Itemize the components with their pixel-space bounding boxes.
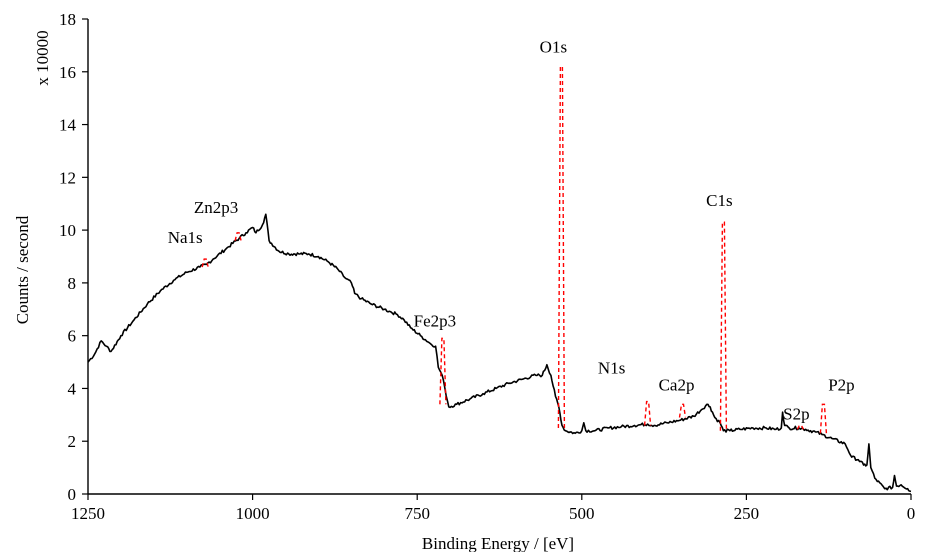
peak-marker-p2p xyxy=(819,403,828,434)
y-tick-label: 16 xyxy=(59,63,76,82)
peak-marker-ca2p xyxy=(678,403,687,418)
y-tick-label: 12 xyxy=(59,168,76,187)
x-tick-label: 0 xyxy=(907,504,916,523)
peak-label-c1s: C1s xyxy=(706,191,732,210)
x-ticks: 1250 1000 750 500 250 0 xyxy=(71,494,915,523)
peak-marker-o1s xyxy=(557,65,566,429)
peak-label-o1s: O1s xyxy=(540,38,567,57)
peak-marker-c1s xyxy=(719,221,728,431)
peak-markers: Na1s Zn2p3 Fe2p3 O1s N1s Ca2p C1s S2p P2p xyxy=(168,38,855,434)
peak-label-na1s: Na1s xyxy=(168,228,203,247)
y-tick-label: 10 xyxy=(59,221,76,240)
y-tick-label: 0 xyxy=(68,485,77,504)
y-tick-label: 2 xyxy=(68,432,77,451)
peak-label-n1s: N1s xyxy=(598,359,625,378)
spectrum-series xyxy=(87,213,912,493)
peak-label-fe2p3: Fe2p3 xyxy=(414,311,457,330)
spectrum-line xyxy=(87,213,912,493)
x-axis-title: Binding Energy / [eV] xyxy=(422,534,574,552)
peak-marker-n1s xyxy=(643,400,652,426)
y-tick-label: 18 xyxy=(59,10,76,29)
peak-label-zn2p3: Zn2p3 xyxy=(194,198,238,217)
y-tick-label: 8 xyxy=(68,274,77,293)
peak-label-ca2p: Ca2p xyxy=(659,375,695,394)
y-tick-label: 6 xyxy=(68,327,77,346)
peak-marker-fe2p3 xyxy=(439,337,447,405)
peak-marker-zn2p3 xyxy=(234,232,242,241)
peak-marker-s2p xyxy=(796,424,805,430)
x-tick-label: 1250 xyxy=(71,504,105,523)
y-ticks: 0 2 4 6 8 10 12 14 16 18 xyxy=(59,10,88,504)
y-tick-label: 14 xyxy=(59,116,77,135)
peak-label-s2p: S2p xyxy=(783,404,809,423)
peak-marker-na1s xyxy=(201,258,209,268)
y-multiplier-label: x 10000 xyxy=(33,30,52,85)
y-tick-label: 4 xyxy=(68,379,77,398)
y-axis-title: Counts / second xyxy=(13,215,32,324)
x-tick-label: 750 xyxy=(404,504,430,523)
x-tick-label: 1000 xyxy=(236,504,270,523)
x-tick-label: 250 xyxy=(734,504,760,523)
peak-label-p2p: P2p xyxy=(828,375,854,394)
x-tick-label: 500 xyxy=(569,504,595,523)
axes xyxy=(87,19,911,495)
